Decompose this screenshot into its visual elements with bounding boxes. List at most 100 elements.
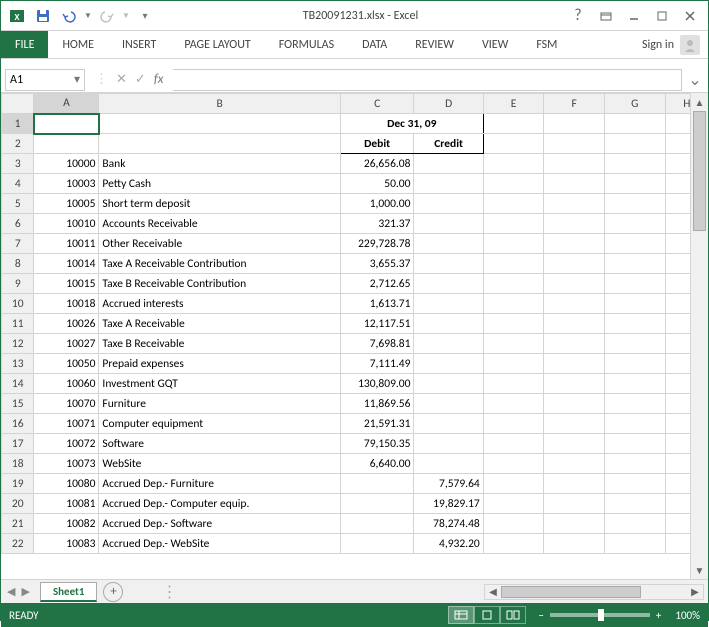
- cell-H7[interactable]: [665, 234, 690, 254]
- cell-F18[interactable]: [544, 454, 605, 474]
- cell-F1[interactable]: [544, 114, 605, 134]
- cell-G21[interactable]: [605, 514, 666, 534]
- cell-C13[interactable]: 7,111.49: [340, 354, 414, 374]
- cell-E5[interactable]: [483, 194, 544, 214]
- cell-F22[interactable]: [544, 534, 605, 554]
- cell-G4[interactable]: [605, 174, 666, 194]
- row-header-15[interactable]: 15: [2, 394, 34, 414]
- cell-E13[interactable]: [483, 354, 544, 374]
- scroll-right-icon[interactable]: ▶: [687, 585, 703, 598]
- scroll-left-icon[interactable]: ◀: [485, 585, 501, 598]
- cell-A13[interactable]: 10050: [34, 354, 99, 374]
- col-header-A[interactable]: A: [34, 94, 99, 114]
- cell-D8[interactable]: [414, 254, 483, 274]
- cell-E11[interactable]: [483, 314, 544, 334]
- cell-H14[interactable]: [665, 374, 690, 394]
- cell-F10[interactable]: [544, 294, 605, 314]
- cancel-formula-icon[interactable]: ✕: [116, 72, 127, 87]
- cell-F3[interactable]: [544, 154, 605, 174]
- scroll-down-icon[interactable]: ▼: [691, 561, 708, 579]
- cell-A4[interactable]: 10003: [34, 174, 99, 194]
- cell-B11[interactable]: Taxe A Receivable: [99, 314, 340, 334]
- cell-C17[interactable]: 79,150.35: [340, 434, 414, 454]
- cell-C4[interactable]: 50.00: [340, 174, 414, 194]
- cell-F14[interactable]: [544, 374, 605, 394]
- minimize-icon[interactable]: [620, 4, 648, 28]
- sign-in[interactable]: Sign in: [634, 31, 708, 58]
- cell-A2[interactable]: [34, 134, 99, 154]
- cell-G2[interactable]: [605, 134, 666, 154]
- cell-F19[interactable]: [544, 474, 605, 494]
- cell-D9[interactable]: [414, 274, 483, 294]
- row-header-22[interactable]: 22: [2, 534, 34, 554]
- sheet-tab-sheet1[interactable]: Sheet1: [40, 582, 98, 602]
- cell-D3[interactable]: [414, 154, 483, 174]
- cell-H8[interactable]: [665, 254, 690, 274]
- cell-C21[interactable]: [340, 514, 414, 534]
- cell-B15[interactable]: Furniture: [99, 394, 340, 414]
- maximize-icon[interactable]: [648, 4, 676, 28]
- undo-dropdown-icon[interactable]: ▼: [83, 4, 93, 28]
- cell-H10[interactable]: [665, 294, 690, 314]
- add-sheet-icon[interactable]: +: [103, 582, 123, 602]
- cell-H9[interactable]: [665, 274, 690, 294]
- cell-B5[interactable]: Short term deposit: [99, 194, 340, 214]
- cell-debit-header[interactable]: Debit: [340, 134, 414, 154]
- row-header-17[interactable]: 17: [2, 434, 34, 454]
- cell-E21[interactable]: [483, 514, 544, 534]
- cell-E1[interactable]: [483, 114, 544, 134]
- cell-B19[interactable]: Accrued Dep.- Furniture: [99, 474, 340, 494]
- cell-E15[interactable]: [483, 394, 544, 414]
- row-header-20[interactable]: 20: [2, 494, 34, 514]
- row-header-12[interactable]: 12: [2, 334, 34, 354]
- cell-F9[interactable]: [544, 274, 605, 294]
- col-header-H[interactable]: H: [665, 94, 690, 114]
- cell-B6[interactable]: Accounts Receivable: [99, 214, 340, 234]
- cell-A1[interactable]: [34, 114, 99, 134]
- cell-D7[interactable]: [414, 234, 483, 254]
- cell-G5[interactable]: [605, 194, 666, 214]
- row-header-18[interactable]: 18: [2, 454, 34, 474]
- row-header-10[interactable]: 10: [2, 294, 34, 314]
- cell-D19[interactable]: 7,579.64: [414, 474, 483, 494]
- cell-E6[interactable]: [483, 214, 544, 234]
- cell-G8[interactable]: [605, 254, 666, 274]
- cell-G17[interactable]: [605, 434, 666, 454]
- cell-E9[interactable]: [483, 274, 544, 294]
- cell-H16[interactable]: [665, 414, 690, 434]
- cell-D15[interactable]: [414, 394, 483, 414]
- name-box[interactable]: A1 ▾: [5, 69, 85, 91]
- ribbon-display-icon[interactable]: [592, 4, 620, 28]
- cell-D11[interactable]: [414, 314, 483, 334]
- cell-A3[interactable]: 10000: [34, 154, 99, 174]
- cell-C15[interactable]: 11,869.56: [340, 394, 414, 414]
- cell-G19[interactable]: [605, 474, 666, 494]
- cell-C7[interactable]: 229,728.78: [340, 234, 414, 254]
- cell-A11[interactable]: 10026: [34, 314, 99, 334]
- fx-icon[interactable]: fx: [154, 72, 164, 87]
- cell-H18[interactable]: [665, 454, 690, 474]
- cell-A14[interactable]: 10060: [34, 374, 99, 394]
- cell-E3[interactable]: [483, 154, 544, 174]
- cell-E12[interactable]: [483, 334, 544, 354]
- cell-A17[interactable]: 10072: [34, 434, 99, 454]
- tab-fsm[interactable]: FSM: [522, 31, 571, 58]
- row-header-19[interactable]: 19: [2, 474, 34, 494]
- cell-C11[interactable]: 12,117.51: [340, 314, 414, 334]
- row-header-5[interactable]: 5: [2, 194, 34, 214]
- zoom-slider[interactable]: [550, 613, 650, 617]
- cell-F17[interactable]: [544, 434, 605, 454]
- cell-B21[interactable]: Accrued Dep.- Software: [99, 514, 340, 534]
- cell-H17[interactable]: [665, 434, 690, 454]
- tab-file[interactable]: FILE: [1, 31, 48, 58]
- cell-G7[interactable]: [605, 234, 666, 254]
- cell-A12[interactable]: 10027: [34, 334, 99, 354]
- undo-icon[interactable]: [57, 4, 81, 28]
- cell-G12[interactable]: [605, 334, 666, 354]
- cell-E10[interactable]: [483, 294, 544, 314]
- horizontal-scrollbar[interactable]: ◀ ▶: [484, 584, 704, 600]
- cell-F2[interactable]: [544, 134, 605, 154]
- cell-B8[interactable]: Taxe A Receivable Contribution: [99, 254, 340, 274]
- cell-H11[interactable]: [665, 314, 690, 334]
- cell-H19[interactable]: [665, 474, 690, 494]
